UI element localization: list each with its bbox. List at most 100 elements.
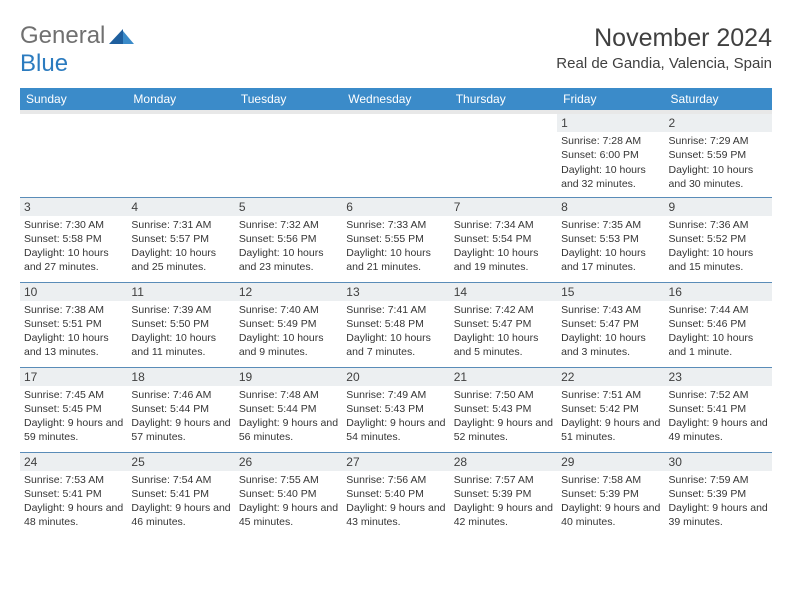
calendar-cell: 27Sunrise: 7:56 AMSunset: 5:40 PMDayligh… [342,452,449,537]
day-number: 19 [235,368,342,386]
day-number: 13 [342,283,449,301]
calendar-cell [235,112,342,197]
sunset-text: Sunset: 5:41 PM [24,487,123,501]
day-header-wednesday: Wednesday [342,88,449,112]
day-details: Sunrise: 7:58 AMSunset: 5:39 PMDaylight:… [561,473,660,530]
day-number: 27 [342,453,449,471]
day-number: 7 [450,198,557,216]
day-number: 1 [557,114,664,132]
daylight-text: Daylight: 10 hours and 7 minutes. [346,331,445,359]
day-details: Sunrise: 7:46 AMSunset: 5:44 PMDaylight:… [131,388,230,445]
calendar-week-row: 10 Sunrise: 7:38 AMSunset: 5:51 PMDayligh… [20,282,772,367]
header-right: November 2024 Real de Gandia, Valencia, … [556,24,772,72]
day-details: Sunrise: 7:35 AMSunset: 5:53 PMDaylight:… [561,218,660,275]
calendar-cell: 8 Sunrise: 7:35 AMSunset: 5:53 PMDaylight… [557,197,664,282]
calendar-cell: 22 Sunrise: 7:51 AMSunset: 5:42 PMDayligh… [557,367,664,452]
day-number: 4 [127,198,234,216]
day-number: 8 [557,198,664,216]
sunset-text: Sunset: 5:50 PM [131,317,230,331]
daylight-text: Daylight: 10 hours and 17 minutes. [561,246,660,274]
daylight-text: Daylight: 10 hours and 21 minutes. [346,246,445,274]
day-details: Sunrise: 7:32 AMSunset: 5:56 PMDaylight:… [239,218,338,275]
sunrise-text: Sunrise: 7:45 AM [24,388,123,402]
calendar-cell: 30Sunrise: 7:59 AMSunset: 5:39 PMDayligh… [665,452,772,537]
daylight-text: Daylight: 10 hours and 27 minutes. [24,246,123,274]
sunset-text: Sunset: 5:58 PM [24,232,123,246]
calendar-week-row: 3Sunrise: 7:30 AMSunset: 5:58 PMDaylight… [20,197,772,282]
day-details: Sunrise: 7:55 AMSunset: 5:40 PMDaylight:… [239,473,338,530]
calendar-cell: 12Sunrise: 7:40 AMSunset: 5:49 PMDayligh… [235,282,342,367]
sunset-text: Sunset: 5:54 PM [454,232,553,246]
calendar-cell: 4 Sunrise: 7:31 AMSunset: 5:57 PMDaylight… [127,197,234,282]
sunset-text: Sunset: 5:44 PM [239,402,338,416]
brand-logo: General Blue [20,24,135,78]
sunset-text: Sunset: 5:47 PM [454,317,553,331]
sunrise-text: Sunrise: 7:44 AM [669,303,768,317]
sunset-text: Sunset: 5:47 PM [561,317,660,331]
daylight-text: Daylight: 9 hours and 52 minutes. [454,416,553,444]
daylight-text: Daylight: 10 hours and 1 minute. [669,331,768,359]
day-header-saturday: Saturday [665,88,772,112]
day-details: Sunrise: 7:51 AMSunset: 5:42 PMDaylight:… [561,388,660,445]
sunrise-text: Sunrise: 7:28 AM [561,134,660,148]
day-details: Sunrise: 7:41 AMSunset: 5:48 PMDaylight:… [346,303,445,360]
daylight-text: Daylight: 9 hours and 56 minutes. [239,416,338,444]
calendar-cell: 23Sunrise: 7:52 AMSunset: 5:41 PMDayligh… [665,367,772,452]
sunset-text: Sunset: 5:44 PM [131,402,230,416]
daylight-text: Daylight: 9 hours and 49 minutes. [669,416,768,444]
day-details: Sunrise: 7:31 AMSunset: 5:57 PMDaylight:… [131,218,230,275]
day-number: 22 [557,368,664,386]
sunrise-text: Sunrise: 7:53 AM [24,473,123,487]
daylight-text: Daylight: 9 hours and 42 minutes. [454,501,553,529]
sunset-text: Sunset: 5:42 PM [561,402,660,416]
day-details: Sunrise: 7:50 AMSunset: 5:43 PMDaylight:… [454,388,553,445]
calendar-cell: 13 Sunrise: 7:41 AMSunset: 5:48 PMDayligh… [342,282,449,367]
calendar-cell: 6Sunrise: 7:33 AMSunset: 5:55 PMDaylight… [342,197,449,282]
daylight-text: Daylight: 9 hours and 54 minutes. [346,416,445,444]
sunrise-text: Sunrise: 7:54 AM [131,473,230,487]
sunrise-text: Sunrise: 7:32 AM [239,218,338,232]
calendar-cell: 28Sunrise: 7:57 AMSunset: 5:39 PMDayligh… [450,452,557,537]
daylight-text: Daylight: 10 hours and 15 minutes. [669,246,768,274]
sunset-text: Sunset: 5:46 PM [669,317,768,331]
month-title: November 2024 [556,24,772,53]
sunset-text: Sunset: 5:52 PM [669,232,768,246]
day-number: 10 [20,283,127,301]
day-details: Sunrise: 7:52 AMSunset: 5:41 PMDaylight:… [669,388,768,445]
location-label: Real de Gandia, Valencia, Spain [556,55,772,72]
day-details: Sunrise: 7:49 AMSunset: 5:43 PMDaylight:… [346,388,445,445]
sunset-text: Sunset: 6:00 PM [561,148,660,162]
calendar-cell: 5Sunrise: 7:32 AMSunset: 5:56 PMDaylight… [235,197,342,282]
sunrise-text: Sunrise: 7:48 AM [239,388,338,402]
page-header: General Blue November 2024 Real de Gandi… [20,24,772,78]
calendar-cell: 21 Sunrise: 7:50 AMSunset: 5:43 PMDayligh… [450,367,557,452]
day-details: Sunrise: 7:28 AMSunset: 6:00 PMDaylight:… [561,134,660,191]
daylight-text: Daylight: 9 hours and 45 minutes. [239,501,338,529]
day-details: Sunrise: 7:30 AMSunset: 5:58 PMDaylight:… [24,218,123,275]
sunrise-text: Sunrise: 7:59 AM [669,473,768,487]
calendar-cell: 2Sunrise: 7:29 AMSunset: 5:59 PMDaylight… [665,112,772,197]
sunset-text: Sunset: 5:53 PM [561,232,660,246]
daylight-text: Daylight: 9 hours and 48 minutes. [24,501,123,529]
calendar-cell: 11Sunrise: 7:39 AMSunset: 5:50 PMDayligh… [127,282,234,367]
sunrise-text: Sunrise: 7:40 AM [239,303,338,317]
sunrise-text: Sunrise: 7:58 AM [561,473,660,487]
calendar-cell: 26Sunrise: 7:55 AMSunset: 5:40 PMDayligh… [235,452,342,537]
calendar-week-row: 17Sunrise: 7:45 AMSunset: 5:45 PMDayligh… [20,367,772,452]
calendar-cell: 24Sunrise: 7:53 AMSunset: 5:41 PMDayligh… [20,452,127,537]
sunrise-text: Sunrise: 7:36 AM [669,218,768,232]
day-details: Sunrise: 7:38 AMSunset: 5:51 PMDaylight:… [24,303,123,360]
calendar-cell: 16Sunrise: 7:44 AMSunset: 5:46 PMDayligh… [665,282,772,367]
brand-name-part2: Blue [20,50,68,77]
day-number: 21 [450,368,557,386]
day-number: 17 [20,368,127,386]
brand-name-part1: General [20,22,105,49]
day-details: Sunrise: 7:42 AMSunset: 5:47 PMDaylight:… [454,303,553,360]
day-details: Sunrise: 7:59 AMSunset: 5:39 PMDaylight:… [669,473,768,530]
day-header-sunday: Sunday [20,88,127,112]
day-details: Sunrise: 7:48 AMSunset: 5:44 PMDaylight:… [239,388,338,445]
calendar-cell [342,112,449,197]
day-details: Sunrise: 7:43 AMSunset: 5:47 PMDaylight:… [561,303,660,360]
day-number: 18 [127,368,234,386]
calendar-cell [127,112,234,197]
